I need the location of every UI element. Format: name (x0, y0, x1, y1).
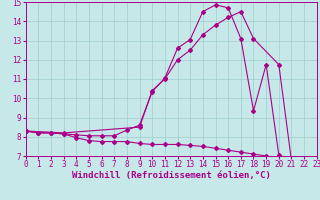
X-axis label: Windchill (Refroidissement éolien,°C): Windchill (Refroidissement éolien,°C) (72, 171, 271, 180)
